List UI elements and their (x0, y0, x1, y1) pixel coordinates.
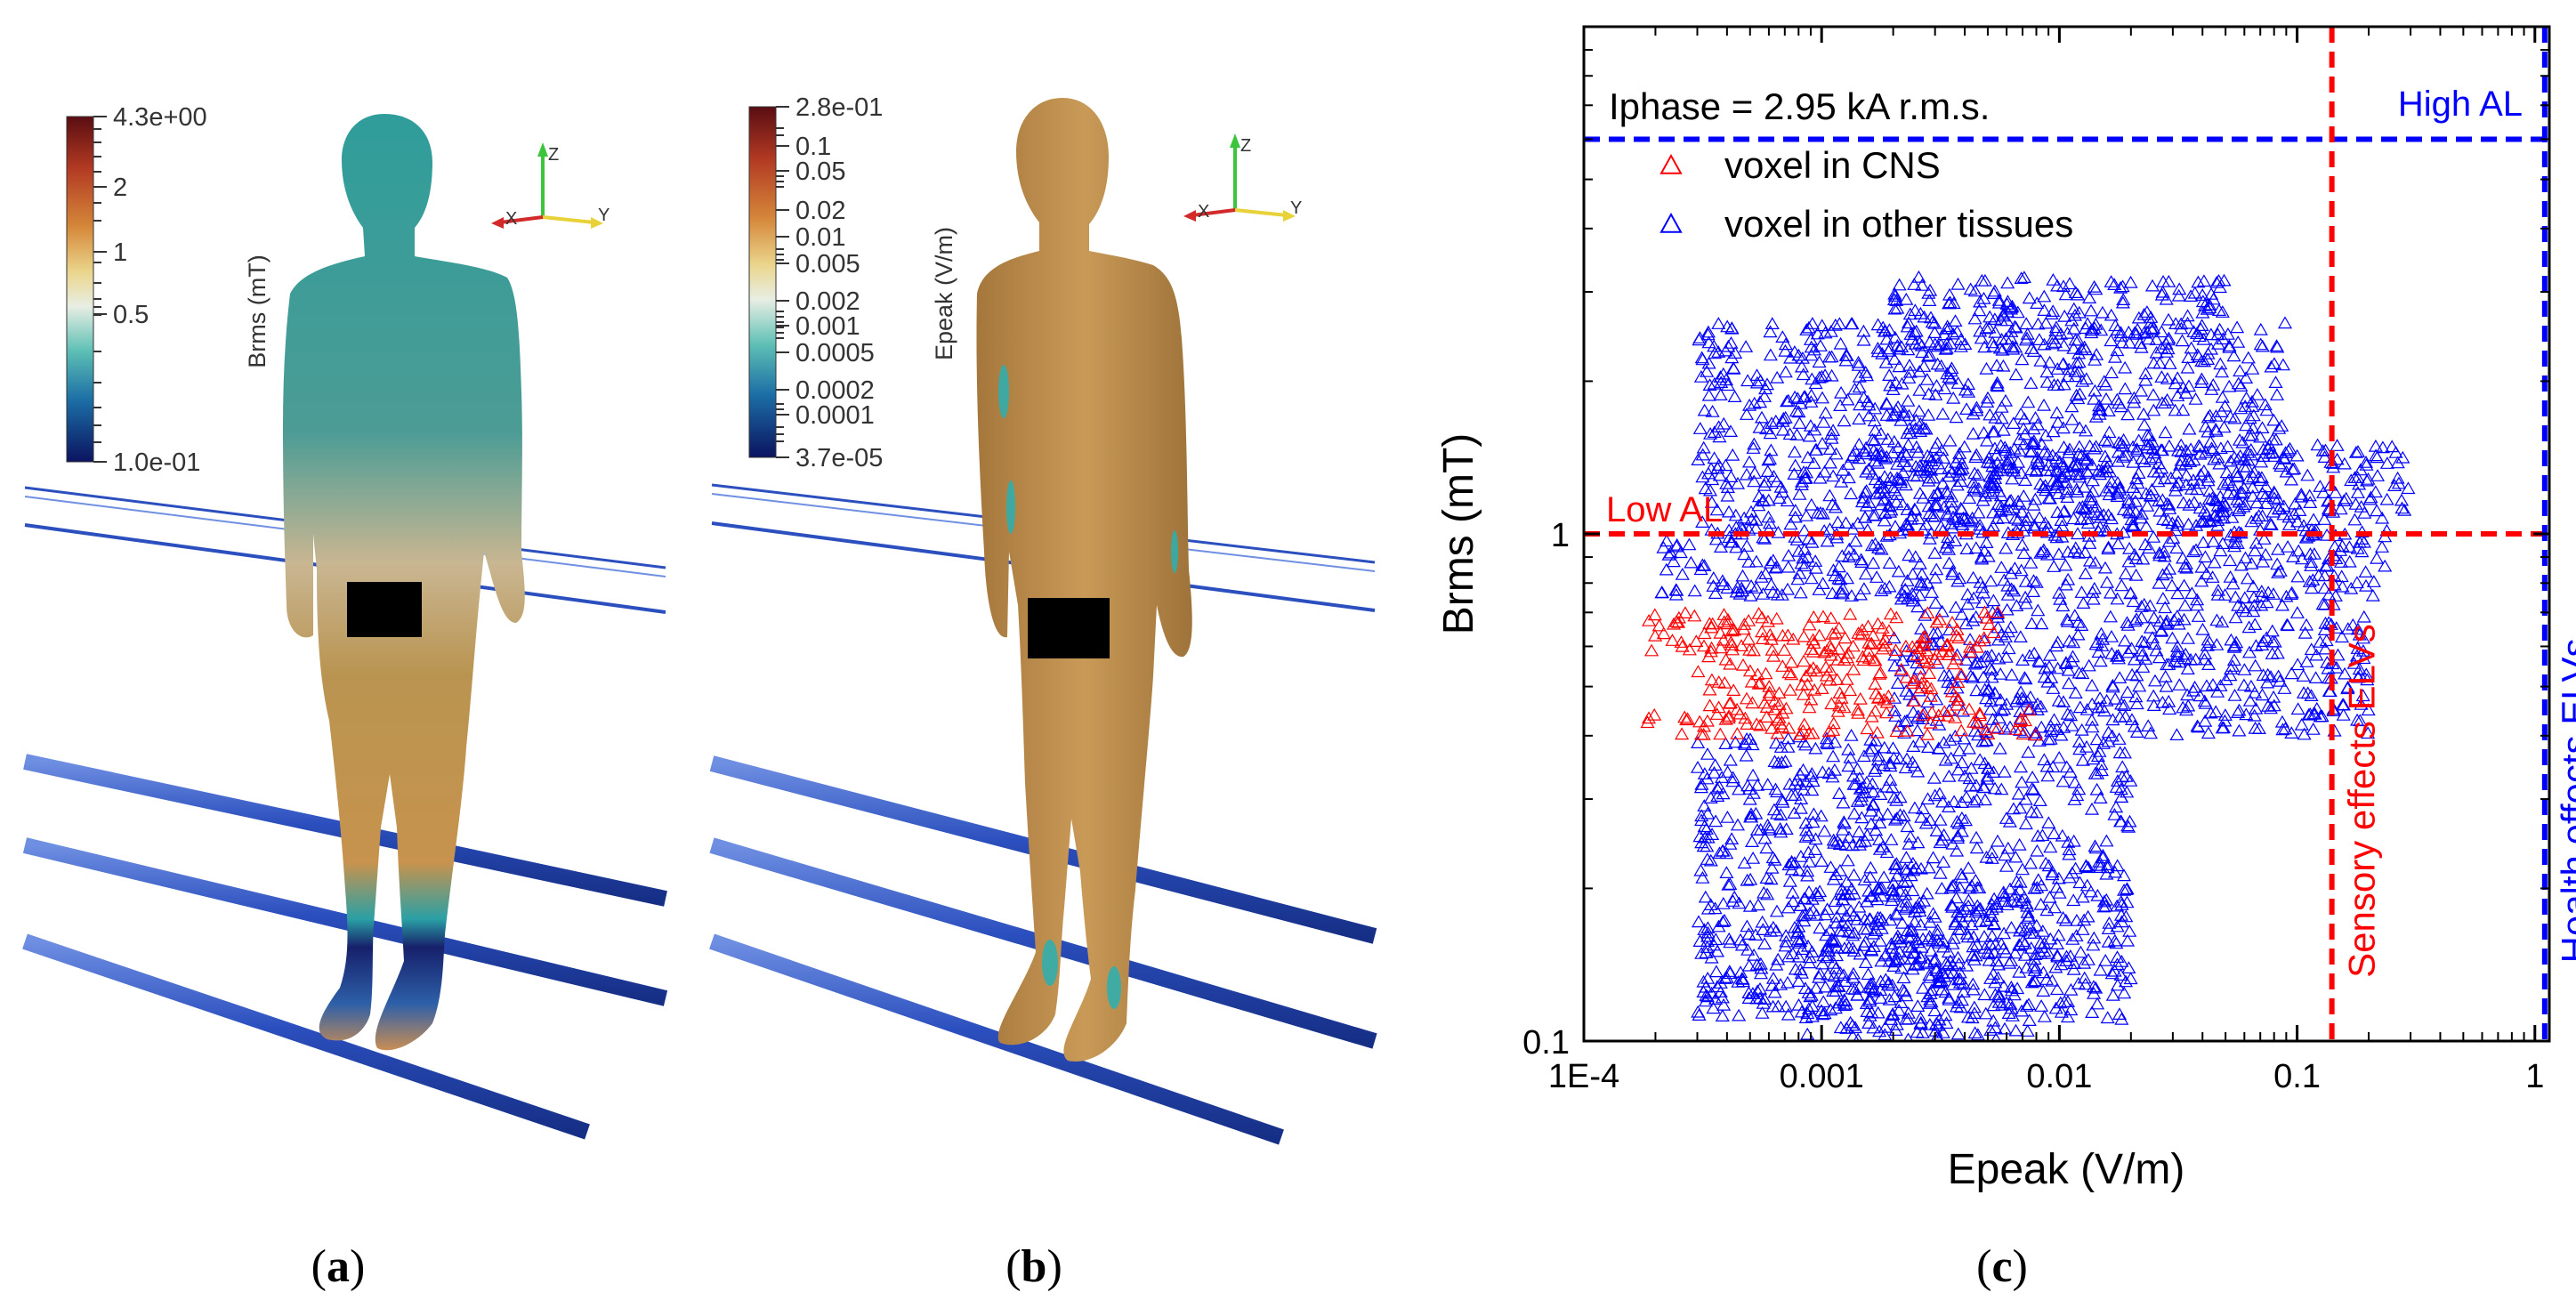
series-other-tissues (1654, 270, 2416, 1041)
panel-label-a: (a) (311, 1241, 366, 1292)
ref-line-low-al: Low AL (1584, 490, 2549, 537)
colorbar-b-tick-0002: 0.002 (795, 287, 860, 316)
cluster-1 (1886, 270, 2232, 356)
x-tick-label: 1 (2525, 1058, 2544, 1095)
x-axis-title: Epeak (V/m) (1948, 1146, 2185, 1193)
data-point-markers (1654, 527, 2393, 602)
legend-symbols (1659, 153, 1683, 233)
colorbar-b-tick-0001: 0.001 (795, 312, 860, 341)
legend-symbol-other (1659, 212, 1683, 233)
cable-b3 (709, 933, 1284, 1145)
cable-a2 (22, 837, 668, 1006)
ref-line-label: High AL (2398, 85, 2523, 124)
cluster-4 (1886, 590, 2376, 741)
colorbar-a-major-ticks (93, 116, 107, 463)
cluster-2 (1691, 639, 1969, 715)
chart-axes: 1E-4 0.001 0.01 0.1 1 0.1 1 (1522, 25, 2551, 1095)
data-point-markers (1856, 438, 2416, 538)
colorbar-a-tick-max: 4.3e+00 (113, 103, 207, 132)
colorbar-b-gradient (748, 106, 777, 458)
colorbar-b-tick-00002: 0.0002 (795, 376, 875, 405)
human-model-b (976, 98, 1192, 1062)
data-point-markers (1690, 728, 2138, 1025)
colorbar-b-tick-001: 0.01 (795, 223, 845, 252)
axis-label-z-b: Z (1240, 136, 1251, 156)
legend-symbol-cns (1659, 153, 1683, 174)
data-point-markers (1642, 605, 2006, 658)
colorbar-b-title: Epeak (V/m) (931, 227, 957, 360)
colorbar-a-tick-2: 2 (113, 174, 127, 202)
field-hotspots-b (998, 365, 1178, 1009)
scatter-points (1640, 270, 2416, 1041)
colorbar-a-minor-ticks (93, 128, 101, 443)
cluster-0 (1642, 605, 2006, 658)
data-point-markers (1791, 881, 2044, 1041)
legend-label-cns: voxel in CNS (1724, 144, 1941, 186)
y-tick-label: 1 (1551, 517, 1570, 554)
colorbar-a-tick-05: 0.5 (113, 301, 149, 329)
axis-label-x-a: X (505, 209, 517, 229)
legend: Iphase = 2.95 kA r.m.s. voxel in CNS vox… (1609, 85, 2073, 245)
colorbar-b: 2.8e-01 0.1 0.05 0.02 0.01 0.005 0.002 0… (748, 93, 957, 472)
ref-line-high-al: High AL (1584, 85, 2549, 142)
axis-label-z-a: Z (548, 145, 559, 165)
panel-label-c: (c) (1976, 1241, 2028, 1292)
colorbar-b-tick-max: 2.8e-01 (795, 93, 883, 122)
cluster-1 (1640, 702, 2044, 741)
cluster-3 (1856, 438, 2416, 538)
panel-c: Low AL High AL Sensory effects ELVs Health … (1435, 25, 2576, 1292)
data-point-markers (1691, 639, 1969, 715)
data-point-markers (1691, 316, 2293, 539)
ref-line-label: Health effects ELVs (2554, 639, 2576, 964)
colorbar-a-gradient (66, 116, 94, 463)
body-silhouette-b (976, 98, 1192, 1062)
chart-annotation: Iphase = 2.95 kA r.m.s. (1609, 85, 1990, 127)
colorbar-a: 4.3e+00 2 1 0.5 1.0e-01 Brms (mT) (66, 103, 271, 477)
cluster-2 (1654, 527, 2393, 602)
human-model-a (283, 114, 525, 1051)
ref-line-label: Low AL (1606, 490, 1723, 529)
colorbar-b-tick-00005: 0.0005 (795, 339, 875, 367)
colorbar-b-tick-min: 3.7e-05 (795, 444, 883, 472)
data-point-markers (1640, 702, 2044, 741)
colorbar-b-tick-002: 0.02 (795, 197, 845, 225)
x-tick-label: 0.001 (1780, 1058, 1864, 1095)
panel-label-b: (b) (1005, 1241, 1062, 1292)
reference-lines: Low AL High AL Sensory effects ELVs Health … (1584, 27, 2576, 1041)
colorbar-b-tick-0005: 0.005 (795, 250, 860, 279)
ref-line-sensory-effects-elvs: Sensory effects ELVs (2329, 27, 2383, 1041)
colorbar-a-title: Brms (mT) (244, 254, 271, 367)
colorbar-b-tick-00001: 0.0001 (795, 401, 875, 430)
orientation-axes-a: Z X Y (491, 142, 610, 229)
colorbar-b-tick-01: 0.1 (795, 133, 831, 161)
censor-box-a (347, 582, 422, 637)
series-cns (1640, 605, 2044, 741)
cluster-0 (1691, 316, 2293, 539)
cluster-5 (1690, 728, 2138, 1025)
y-tick-label: 0.1 (1522, 1024, 1570, 1062)
colorbar-b-tick-005: 0.05 (795, 157, 845, 186)
panel-a: 4.3e+00 2 1 0.5 1.0e-01 Brms (mT) Z X Y … (22, 103, 668, 1292)
data-point-markers (1886, 270, 2232, 356)
x-tick-label: 1E-4 (1548, 1058, 1619, 1095)
censor-box-b (1028, 598, 1110, 658)
axis-label-y-a: Y (598, 206, 610, 225)
colorbar-a-tick-min: 1.0e-01 (113, 448, 200, 477)
y-axis-title: Brms (mT) (1435, 433, 1482, 635)
axis-label-x-b: X (1198, 202, 1209, 222)
cluster-6 (1791, 881, 2044, 1041)
x-tick-label: 0.1 (2273, 1058, 2321, 1095)
legend-label-other: voxel in other tissues (1724, 203, 2073, 245)
colorbar-a-tick-1: 1 (113, 238, 127, 267)
orientation-axes-b: Z X Y (1183, 133, 1302, 222)
colorbar-b-major-ticks (776, 106, 789, 458)
panel-b: 2.8e-01 0.1 0.05 0.02 0.01 0.005 0.002 0… (709, 93, 1377, 1292)
cable-a3 (22, 933, 590, 1140)
x-tick-label: 0.01 (2026, 1058, 2092, 1095)
data-point-markers (1886, 590, 2376, 741)
ref-line-label: Sensory effects ELVs (2341, 624, 2383, 978)
axis-label-y-b: Y (1290, 198, 1302, 218)
colorbar-b-minor-ticks (776, 127, 784, 442)
